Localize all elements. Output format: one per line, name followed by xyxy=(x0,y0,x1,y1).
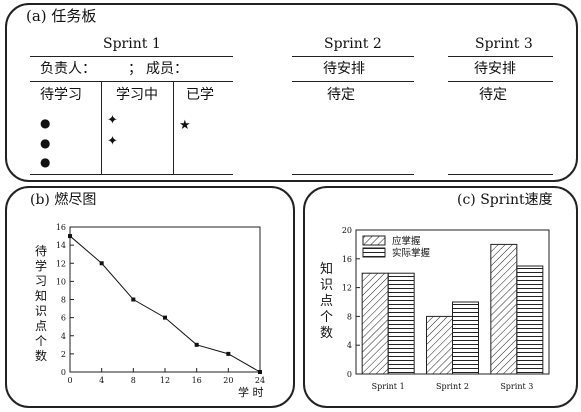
column-divider-1 xyxy=(101,82,102,174)
velocity-category-label: Sprint 2 xyxy=(436,382,469,391)
sprint3-bottom-rule xyxy=(448,174,553,175)
column-doing-header: 学习中 xyxy=(116,87,158,103)
burndown-ytick-label: 14 xyxy=(56,241,66,250)
members-label: 成员： xyxy=(146,61,188,77)
velocity-ytick-label: 12 xyxy=(342,284,352,293)
todo-dot-3: ● xyxy=(40,155,51,169)
burndown-xtick-label: 0 xyxy=(67,376,72,385)
burndown-ytick-label: 16 xyxy=(56,223,66,232)
burndown-ytick-label: 8 xyxy=(61,296,66,305)
burndown-ytick-label: 4 xyxy=(61,332,66,341)
column-done-header: 已学 xyxy=(186,87,214,103)
burndown-xtick-label: 8 xyxy=(131,376,136,385)
sprint3-detail: 待定 xyxy=(479,87,507,103)
doing-star-1: ✦ xyxy=(107,113,118,128)
velocity-bar xyxy=(516,265,544,375)
burndown-point xyxy=(163,315,167,320)
task-board-panel xyxy=(5,3,578,182)
velocity-ytick-label: 16 xyxy=(342,255,352,264)
burndown-ytick-label: 12 xyxy=(56,259,66,268)
burndown-title: (b) 燃尽图 xyxy=(30,192,97,208)
sprint1-name: Sprint 1 xyxy=(103,36,161,52)
sprint1-owner-rule xyxy=(30,81,233,82)
sprint1-header-rule xyxy=(30,56,233,57)
velocity-bar xyxy=(426,315,453,375)
sprint2-bottom-rule xyxy=(292,174,414,175)
column-divider-2 xyxy=(173,82,174,174)
column-todo-header: 待学习 xyxy=(40,87,82,103)
todo-dot-1: ● xyxy=(40,116,51,130)
burndown-point xyxy=(226,351,231,356)
doing-star-2: ✦ xyxy=(107,134,118,149)
burndown-xtick-label: 24 xyxy=(255,376,265,385)
sprint2-name: Sprint 2 xyxy=(324,36,382,52)
todo-dot-2: ● xyxy=(40,136,51,150)
velocity-bar xyxy=(361,272,389,375)
velocity-bar xyxy=(490,243,518,375)
sprint3-name: Sprint 3 xyxy=(475,36,533,52)
velocity-bar xyxy=(452,301,479,375)
velocity-bar xyxy=(387,272,415,375)
burndown-ytick-label: 10 xyxy=(56,277,66,286)
burndown-xtick-label: 4 xyxy=(99,376,104,385)
velocity-ytick-label: 4 xyxy=(347,341,352,350)
burndown-point xyxy=(131,297,136,302)
done-star-1: ★ xyxy=(179,118,191,133)
burndown-xtick-label: 16 xyxy=(192,376,202,385)
burndown-point xyxy=(68,234,72,239)
velocity-plot-frame xyxy=(355,229,550,375)
burndown-point xyxy=(258,370,262,374)
velocity-category-label: Sprint 3 xyxy=(500,382,533,391)
sprint1-bottom-rule xyxy=(30,174,233,175)
sprint2-status: 待安排 xyxy=(323,61,365,77)
velocity-legend-label: 应掌握 xyxy=(392,235,421,247)
sprint3-header-rule xyxy=(448,56,553,57)
velocity-ytick-label: 0 xyxy=(347,370,352,379)
velocity-ylabel: 知识点个数 xyxy=(320,262,334,341)
burndown-ytick-label: 6 xyxy=(61,314,66,323)
velocity-legend-label: 实际掌握 xyxy=(392,247,431,259)
burndown-ytick-label: 0 xyxy=(61,368,66,377)
task-board-title: (a) 任务板 xyxy=(26,7,97,25)
sprint3-status-rule xyxy=(448,81,553,82)
sprint2-header-rule xyxy=(292,56,414,57)
burndown-ylabel: 待学习知识点个数 xyxy=(35,244,48,363)
velocity-title: (c) Sprint速度 xyxy=(457,192,553,208)
velocity-ytick-label: 20 xyxy=(342,226,352,235)
sprint2-detail: 待定 xyxy=(327,87,355,103)
burndown-point xyxy=(194,342,199,347)
velocity-ytick-label: 8 xyxy=(347,312,352,321)
burndown-xtick-label: 20 xyxy=(223,376,233,385)
velocity-category-label: Sprint 1 xyxy=(372,382,405,391)
burndown-point xyxy=(99,261,104,266)
velocity-legend-swatch xyxy=(362,247,386,258)
owner-label: 负责人： xyxy=(40,61,96,77)
sprint3-status: 待安排 xyxy=(474,61,516,77)
velocity-legend-swatch xyxy=(362,235,386,246)
burndown-xlabel: 学 时 xyxy=(238,386,264,399)
burndown-panel xyxy=(5,186,295,408)
burndown-ytick-label: 2 xyxy=(61,350,66,359)
owner-members-separator: ； xyxy=(128,61,142,77)
sprint2-status-rule xyxy=(292,81,414,82)
burndown-xtick-label: 12 xyxy=(160,376,170,385)
